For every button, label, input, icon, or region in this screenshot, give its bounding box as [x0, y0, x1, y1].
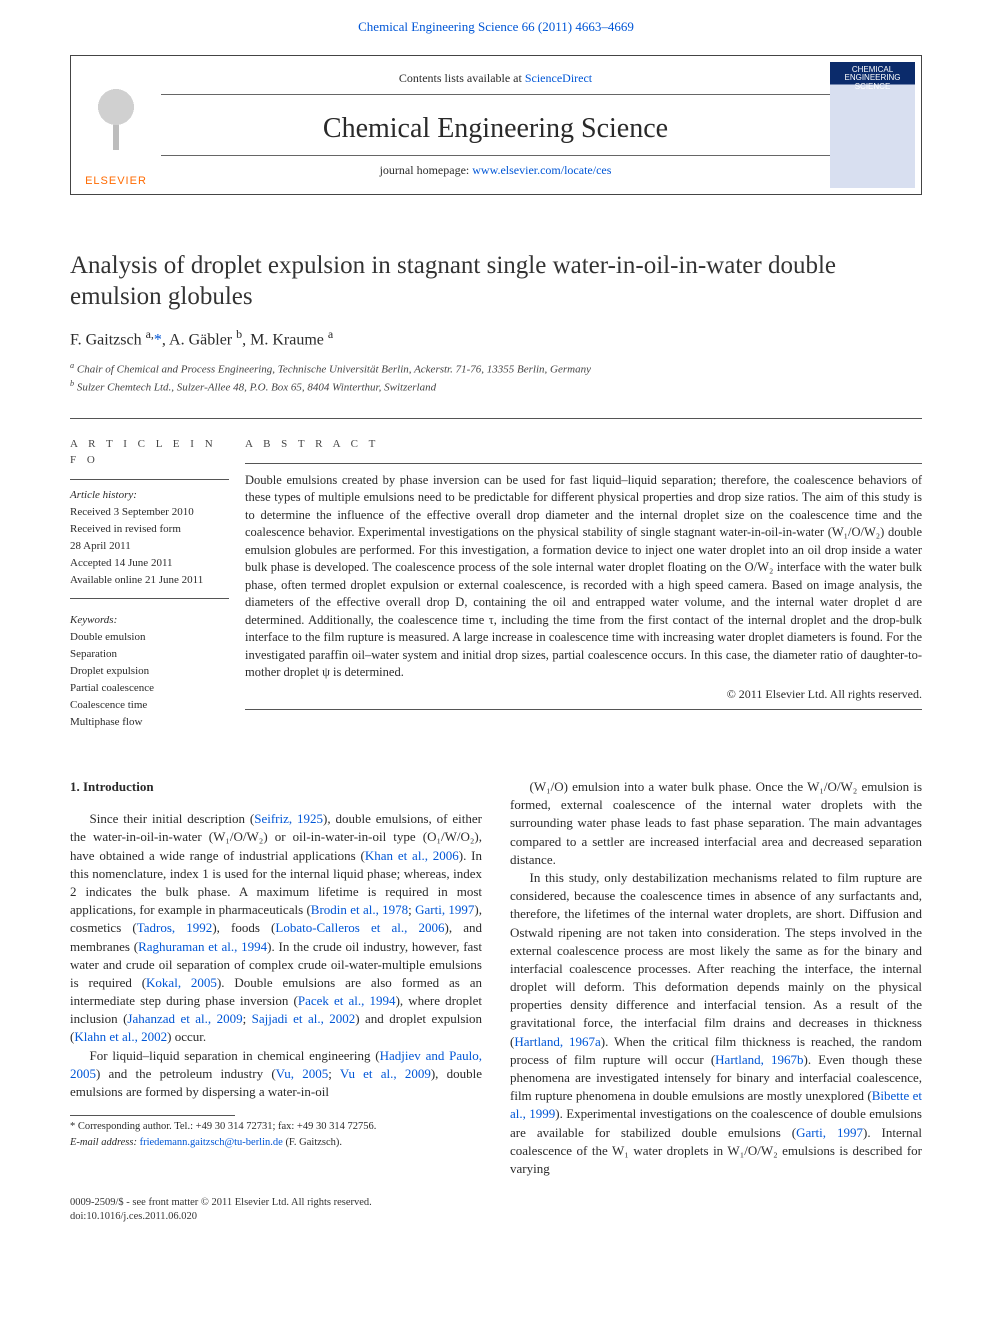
abstract-head: A B S T R A C T — [245, 437, 922, 453]
ref-jahanzad-2009[interactable]: Jahanzad et al., 2009 — [127, 1011, 242, 1026]
body-para-2: For liquid–liquid separation in chemical… — [70, 1047, 482, 1102]
keyword-item: Partial coalescence — [70, 681, 229, 697]
body-para-4: In this study, only destabilization mech… — [510, 869, 922, 1178]
publisher-name: ELSEVIER — [85, 174, 147, 190]
affiliations: a Chair of Chemical and Process Engineer… — [70, 360, 922, 396]
bottom-meta: 0009-2509/$ - see front matter © 2011 El… — [70, 1196, 922, 1224]
footnote-email-link[interactable]: friedemann.gaitzsch@tu-berlin.de — [140, 1137, 283, 1148]
ref-garti-1997[interactable]: Garti, 1997 — [415, 902, 474, 917]
footnote-email-label: E-mail address: — [70, 1137, 137, 1148]
affil-a: a Chair of Chemical and Process Engineer… — [70, 360, 922, 378]
abstract-copyright: © 2011 Elsevier Ltd. All rights reserved… — [245, 686, 922, 703]
journal-header: ELSEVIER Contents lists available at Sci… — [70, 55, 922, 195]
abstract-rule — [245, 463, 922, 464]
keyword-item: Double emulsion — [70, 630, 229, 646]
ref-vu-2009[interactable]: Vu et al., 2009 — [340, 1066, 431, 1081]
affil-b: b Sulzer Chemtech Ltd., Sulzer-Allee 48,… — [70, 378, 922, 396]
ref-hartland-1967a[interactable]: Hartland, 1967a — [514, 1034, 600, 1049]
article-info-head: A R T I C L E I N F O — [70, 437, 229, 469]
body-columns: 1. Introduction Since their initial desc… — [70, 778, 922, 1178]
history-received: Received 3 September 2010 — [70, 505, 229, 521]
ref-sajjadi-2002[interactable]: Sajjadi et al., 2002 — [252, 1011, 356, 1026]
ref-raghuraman-1994[interactable]: Raghuraman et al., 1994 — [138, 939, 267, 954]
abstract-col: A B S T R A C T Double emulsions created… — [245, 437, 922, 732]
article-title: Analysis of droplet expulsion in stagnan… — [70, 250, 922, 313]
publisher-logo: ELSEVIER — [71, 56, 161, 194]
ref-lobato-2006[interactable]: Lobato-Calleros et al., 2006 — [275, 920, 444, 935]
info-rule — [70, 479, 229, 480]
top-citation: Chemical Engineering Science 66 (2011) 4… — [0, 0, 992, 45]
keyword-item: Coalescence time — [70, 698, 229, 714]
abstract-text: Double emulsions created by phase invers… — [245, 472, 922, 682]
ref-klahn-2002[interactable]: Klahn et al., 2002 — [74, 1029, 167, 1044]
body-para-1: Since their initial description (Seifriz… — [70, 810, 482, 1046]
ref-brodin-1978[interactable]: Brodin et al., 1978 — [311, 902, 408, 917]
homepage-line: journal homepage: www.elsevier.com/locat… — [161, 155, 830, 185]
ref-vu-2005[interactable]: Vu, 2005 — [276, 1066, 329, 1081]
history-head: Article history: — [70, 488, 229, 504]
abstract-rule-bottom — [245, 709, 922, 710]
section-1-head: 1. Introduction — [70, 778, 482, 796]
info-rule2 — [70, 598, 229, 599]
body-para-3: (W₁/O) emulsion into a water bulk phase.… — [510, 778, 922, 869]
footnote-separator — [70, 1115, 235, 1116]
issn-line: 0009-2509/$ - see front matter © 2011 El… — [70, 1196, 922, 1210]
sciencedirect-link[interactable]: ScienceDirect — [525, 71, 592, 85]
article-info-col: A R T I C L E I N F O Article history: R… — [70, 437, 245, 732]
homepage-prefix: journal homepage: — [380, 163, 473, 177]
cover-line3: SCIENCE — [855, 83, 891, 91]
top-citation-link[interactable]: Chemical Engineering Science 66 (2011) 4… — [358, 19, 634, 34]
history-accepted: Accepted 14 June 2011 — [70, 556, 229, 572]
journal-cover-thumb: CHEMICAL ENGINEERING SCIENCE — [830, 62, 915, 188]
history-revised1: Received in revised form — [70, 522, 229, 538]
ref-seifriz-1925[interactable]: Seifriz, 1925 — [254, 811, 323, 826]
keyword-item: Separation — [70, 647, 229, 663]
keywords-head: Keywords: — [70, 613, 229, 629]
ref-tadros-1992[interactable]: Tadros, 1992 — [137, 920, 213, 935]
doi-line: doi:10.1016/j.ces.2011.06.020 — [70, 1210, 922, 1224]
footnote-email: E-mail address: friedemann.gaitzsch@tu-b… — [70, 1136, 482, 1150]
header-center: Contents lists available at ScienceDirec… — [161, 56, 830, 194]
footnote-email-post: (F. Gaitzsch). — [283, 1137, 342, 1148]
history-online: Available online 21 June 2011 — [70, 573, 229, 589]
info-abstract-row: A R T I C L E I N F O Article history: R… — [70, 419, 922, 732]
ref-kokal-2005[interactable]: Kokal, 2005 — [146, 975, 217, 990]
keyword-item: Multiphase flow — [70, 715, 229, 731]
keywords-list: Double emulsionSeparationDroplet expulsi… — [70, 630, 229, 731]
homepage-link[interactable]: www.elsevier.com/locate/ces — [472, 163, 611, 177]
contents-prefix: Contents lists available at — [399, 71, 525, 85]
history-revised2: 28 April 2011 — [70, 539, 229, 555]
authors: F. Gaitzsch a,*, A. Gäbler b, M. Kraume … — [70, 326, 922, 352]
elsevier-tree-icon — [81, 80, 151, 170]
keyword-item: Droplet expulsion — [70, 664, 229, 680]
ref-khan-2006[interactable]: Khan et al., 2006 — [365, 848, 459, 863]
ref-hartland-1967b[interactable]: Hartland, 1967b — [715, 1052, 803, 1067]
contents-line: Contents lists available at ScienceDirec… — [161, 64, 830, 94]
journal-name: Chemical Engineering Science — [323, 109, 668, 150]
ref-pacek-1994[interactable]: Pacek et al., 1994 — [298, 993, 396, 1008]
footnote-corr: * Corresponding author. Tel.: +49 30 314… — [70, 1120, 482, 1134]
ref-garti-1997b[interactable]: Garti, 1997 — [796, 1125, 863, 1140]
